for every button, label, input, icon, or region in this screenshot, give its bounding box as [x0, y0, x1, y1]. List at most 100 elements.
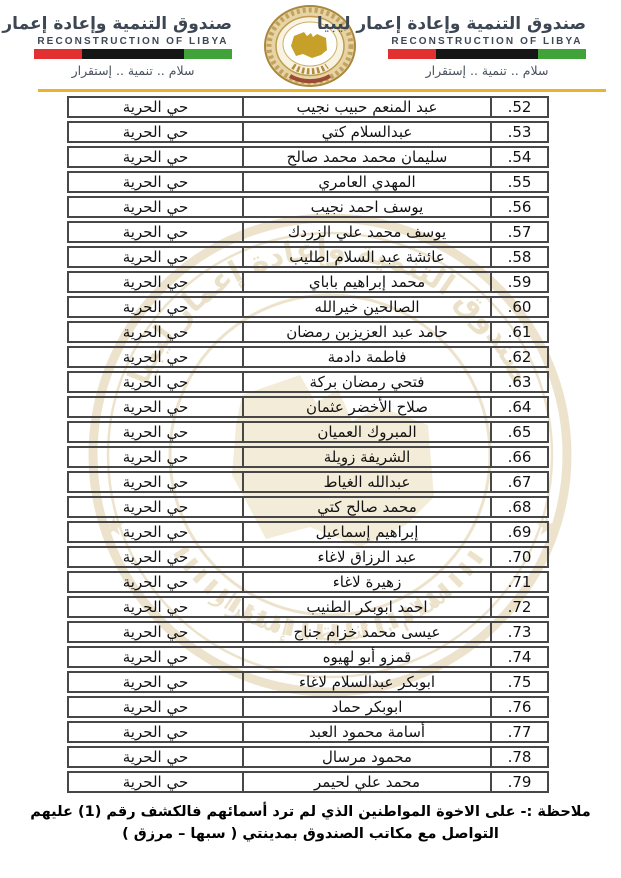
row-name-cell: يوسف احمد نجيب: [242, 196, 492, 218]
row-district-cell: حي الحرية: [67, 96, 244, 118]
row-name-cell: حامد عبد العزيزبن رمضان: [242, 321, 492, 343]
row-name-cell: ابوبكر عبدالسلام لاغاء: [242, 671, 492, 693]
row-name-cell: عبدالله الغياط: [242, 471, 492, 493]
row-name-cell: ابوبكر حماد: [242, 696, 492, 718]
row-number-cell: 55.: [490, 171, 549, 193]
table-row: 78. محمود مرسال حي الحرية: [67, 746, 549, 768]
names-table: 52. عبد المنعم حبيب نجيب حي الحرية 53. ع…: [67, 96, 549, 796]
table-row: 76. ابوبكر حماد حي الحرية: [67, 696, 549, 718]
row-number-cell: 77.: [490, 721, 549, 743]
row-name-cell: أسامة محمود العبد: [242, 721, 492, 743]
footer-note: ملاحظة :- على الاخوة المواطنين الذي لم ت…: [20, 801, 601, 846]
row-number-cell: 73.: [490, 621, 549, 643]
row-name-cell: يوسف محمد علي الزردك: [242, 221, 492, 243]
table-row: 72. احمد ابوبكر الطنيب حي الحرية: [67, 596, 549, 618]
row-number-cell: 57.: [490, 221, 549, 243]
row-name-cell: سليمان محمد محمد صالح: [242, 146, 492, 168]
row-district-cell: حي الحرية: [67, 546, 244, 568]
flag-black-segment: [435, 48, 539, 59]
org-name-arabic: صندوق التنمية وإعادة إعمار ليبيا: [0, 14, 232, 34]
row-number-cell: 64.: [490, 396, 549, 418]
row-district-cell: حي الحرية: [67, 271, 244, 293]
row-district-cell: حي الحرية: [67, 346, 244, 368]
table-row: 62. فاطمة دادمة حي الحرية: [67, 346, 549, 368]
table-row: 64. صلاح الأخضر عثمان حي الحرية: [67, 396, 549, 418]
row-name-cell: عبد الرزاق لاغاء: [242, 546, 492, 568]
row-name-cell: الشريفة زويلة: [242, 446, 492, 468]
row-number-cell: 60.: [490, 296, 549, 318]
row-name-cell: عائشة عبد السلام اطليب: [242, 246, 492, 268]
table-row: 65. المبروك العميان حي الحرية: [67, 421, 549, 443]
row-name-cell: احمد ابوبكر الطنيب: [242, 596, 492, 618]
org-name-english: RECONSTRUCTION OF LIBYA: [391, 35, 583, 47]
row-district-cell: حي الحرية: [67, 296, 244, 318]
row-district-cell: حي الحرية: [67, 396, 244, 418]
table-row: 60. الصالحين خيرالله حي الحرية: [67, 296, 549, 318]
table-row: 63. فتحي رمضان بركة حي الحرية: [67, 371, 549, 393]
org-name-english: RECONSTRUCTION OF LIBYA: [37, 35, 229, 47]
libya-flag-bar: [388, 48, 586, 59]
table-row: 74. قمزو أبو لهيوه حي الحرية: [67, 646, 549, 668]
row-number-cell: 71.: [490, 571, 549, 593]
table-row: 69. إبراهيم إسماعيل حي الحرية: [67, 521, 549, 543]
row-district-cell: حي الحرية: [67, 621, 244, 643]
row-district-cell: حي الحرية: [67, 521, 244, 543]
row-number-cell: 65.: [490, 421, 549, 443]
row-name-cell: إبراهيم إسماعيل: [242, 521, 492, 543]
row-number-cell: 67.: [490, 471, 549, 493]
row-district-cell: حي الحرية: [67, 771, 244, 793]
table-row: 56. يوسف احمد نجيب حي الحرية: [67, 196, 549, 218]
libya-state-emblem-icon: [264, 5, 356, 87]
row-number-cell: 74.: [490, 646, 549, 668]
row-name-cell: محمد علي لحيمر: [242, 771, 492, 793]
row-number-cell: 69.: [490, 521, 549, 543]
org-name-arabic: صندوق التنمية وإعادة إعمار ليبيا: [316, 14, 586, 34]
row-number-cell: 61.: [490, 321, 549, 343]
libya-flag-bar: [34, 48, 232, 59]
logo-right: صندوق التنمية وإعادة إعمار ليبيا RECONST…: [316, 14, 586, 78]
row-district-cell: حي الحرية: [67, 446, 244, 468]
gold-divider-line: [38, 89, 606, 92]
row-district-cell: حي الحرية: [67, 496, 244, 518]
table-row: 61. حامد عبد العزيزبن رمضان حي الحرية: [67, 321, 549, 343]
row-name-cell: قمزو أبو لهيوه: [242, 646, 492, 668]
row-name-cell: عبدالسلام كتي: [242, 121, 492, 143]
table-row: 54. سليمان محمد محمد صالح حي الحرية: [67, 146, 549, 168]
row-number-cell: 70.: [490, 546, 549, 568]
row-number-cell: 76.: [490, 696, 549, 718]
row-number-cell: 75.: [490, 671, 549, 693]
row-name-cell: فاطمة دادمة: [242, 346, 492, 368]
row-district-cell: حي الحرية: [67, 321, 244, 343]
flag-green-segment: [184, 48, 232, 59]
table-row: 57. يوسف محمد علي الزردك حي الحرية: [67, 221, 549, 243]
flag-red-segment: [34, 48, 82, 59]
row-district-cell: حي الحرية: [67, 746, 244, 768]
row-number-cell: 54.: [490, 146, 549, 168]
row-number-cell: 53.: [490, 121, 549, 143]
row-district-cell: حي الحرية: [67, 471, 244, 493]
emblem-libya-map: [291, 32, 327, 58]
row-district-cell: حي الحرية: [67, 721, 244, 743]
flag-black-segment: [81, 48, 185, 59]
row-name-cell: المهدي العامري: [242, 171, 492, 193]
row-name-cell: صلاح الأخضر عثمان: [242, 396, 492, 418]
row-name-cell: محمد إبراهيم باباي: [242, 271, 492, 293]
row-number-cell: 66.: [490, 446, 549, 468]
row-district-cell: حي الحرية: [67, 246, 244, 268]
row-district-cell: حي الحرية: [67, 596, 244, 618]
row-name-cell: فتحي رمضان بركة: [242, 371, 492, 393]
org-tagline: سلام .. تنمية .. إستقرار: [425, 62, 549, 78]
row-number-cell: 58.: [490, 246, 549, 268]
row-district-cell: حي الحرية: [67, 171, 244, 193]
org-tagline: سلام .. تنمية .. إستقرار: [71, 62, 195, 78]
row-district-cell: حي الحرية: [67, 146, 244, 168]
row-district-cell: حي الحرية: [67, 196, 244, 218]
row-name-cell: المبروك العميان: [242, 421, 492, 443]
row-name-cell: محمود مرسال: [242, 746, 492, 768]
footer-note-line2: التواصل مع مكاتب الصندوق بمدينتي ( سبها …: [122, 826, 499, 843]
row-name-cell: الصالحين خيرالله: [242, 296, 492, 318]
row-number-cell: 62.: [490, 346, 549, 368]
table-row: 71. زهيرة لاغاء حي الحرية: [67, 571, 549, 593]
table-row: 75. ابوبكر عبدالسلام لاغاء حي الحرية: [67, 671, 549, 693]
